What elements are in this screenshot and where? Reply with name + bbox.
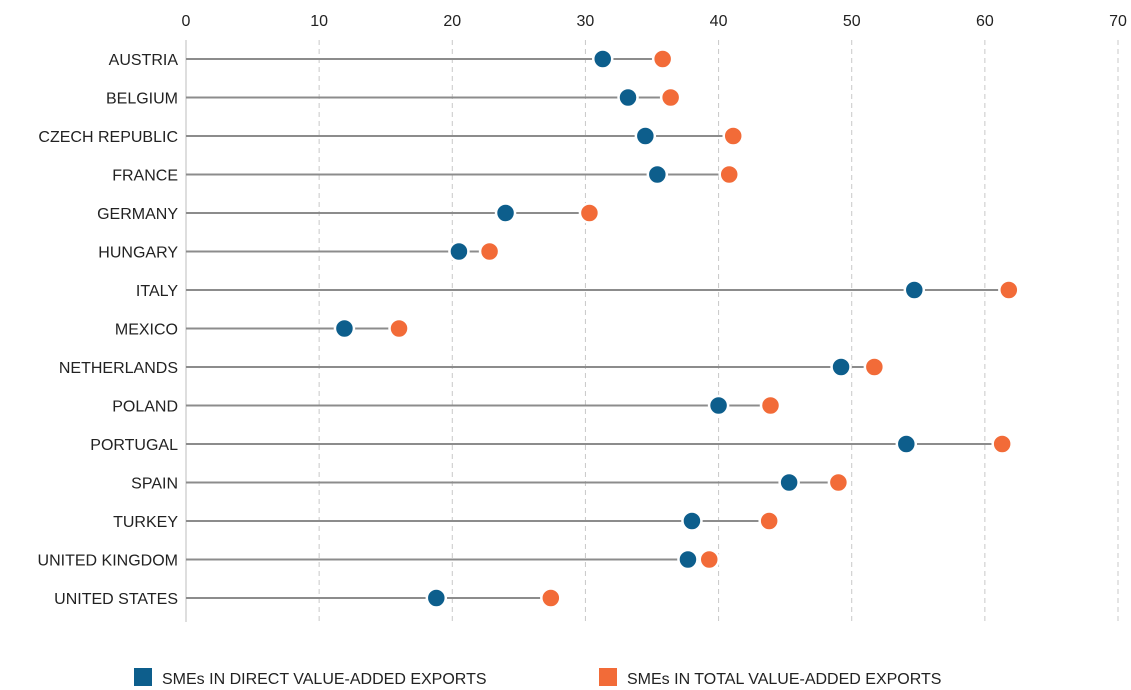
total-point-italy (998, 279, 1020, 301)
x-axis-ticks: 0 10 20 30 40 50 60 70 (182, 13, 1127, 30)
direct-point-czech-republic (634, 125, 657, 147)
category-label-hungary: HUNGARY (98, 245, 178, 262)
category-label-czech-republic: CZECH REPUBLIC (38, 129, 178, 146)
x-tick-label-70: 70 (1109, 13, 1127, 30)
direct-point-poland (707, 394, 730, 417)
category-label-germany: GERMANY (97, 206, 178, 223)
direct-point-netherlands (830, 356, 852, 378)
category-label-france: FRANCE (112, 168, 178, 185)
total-point-netherlands (863, 356, 886, 378)
category-label-spain: SPAIN (131, 476, 178, 493)
legend-swatch-total (599, 668, 617, 686)
total-point-czech-republic (722, 125, 744, 147)
total-point-united-kingdom (698, 548, 721, 571)
category-label-poland: POLAND (112, 399, 178, 416)
x-tick-label-0: 0 (182, 13, 191, 30)
total-point-hungary (478, 240, 501, 263)
total-point-mexico (388, 317, 410, 340)
legend-label-direct: SMEs IN DIRECT VALUE-ADDED EXPORTS (162, 671, 487, 688)
total-point-turkey (758, 510, 780, 532)
category-label-mexico: MEXICO (115, 322, 178, 339)
direct-point-hungary (448, 240, 470, 263)
total-point-belgium (659, 86, 682, 109)
total-point-france (718, 163, 740, 186)
total-point-spain (827, 471, 850, 494)
direct-point-spain (778, 471, 800, 494)
category-label-austria: AUSTRIA (109, 52, 179, 69)
x-tick-label-60: 60 (976, 13, 994, 30)
legend-swatch-direct (134, 668, 152, 686)
stems (186, 58, 1009, 599)
direct-point-austria (591, 48, 614, 70)
category-label-united-states: UNITED STATES (54, 591, 178, 608)
direct-point-mexico (333, 317, 356, 340)
category-labels: AUSTRIA BELGIUM CZECH REPUBLIC FRANCE GERMAN… (38, 52, 179, 608)
direct-point-germany (494, 202, 517, 224)
legend: SMEs IN DIRECT VALUE-ADDED EXPORTS SMEs … (134, 668, 941, 688)
direct-point-belgium (617, 86, 639, 109)
category-label-turkey: TURKEY (113, 514, 178, 531)
x-tick-label-40: 40 (710, 13, 728, 30)
gridlines (318, 40, 1119, 622)
category-label-belgium: BELGIUM (106, 91, 178, 108)
x-tick-label-50: 50 (843, 13, 861, 30)
direct-point-turkey (681, 510, 703, 532)
direct-point-italy (903, 279, 926, 301)
category-label-portugal: PORTUGAL (90, 437, 178, 454)
x-tick-label-30: 30 (577, 13, 595, 30)
legend-label-total: SMEs IN TOTAL VALUE-ADDED EXPORTS (627, 671, 941, 688)
total-point-austria (651, 48, 674, 70)
total-point-germany (578, 202, 601, 224)
direct-point-portugal (895, 433, 918, 455)
category-label-italy: ITALY (136, 283, 178, 300)
direct-point-united-states (425, 587, 448, 609)
data-points (333, 48, 1020, 609)
total-point-united-states (540, 587, 562, 609)
x-tick-label-10: 10 (310, 13, 328, 30)
direct-point-united-kingdom (677, 548, 699, 571)
direct-point-france (646, 163, 669, 186)
total-point-poland (759, 394, 782, 417)
total-point-portugal (991, 433, 1013, 455)
category-label-netherlands: NETHERLANDS (59, 360, 178, 377)
category-label-united-kingdom: UNITED KINGDOM (38, 553, 178, 570)
x-tick-label-20: 20 (443, 13, 461, 30)
